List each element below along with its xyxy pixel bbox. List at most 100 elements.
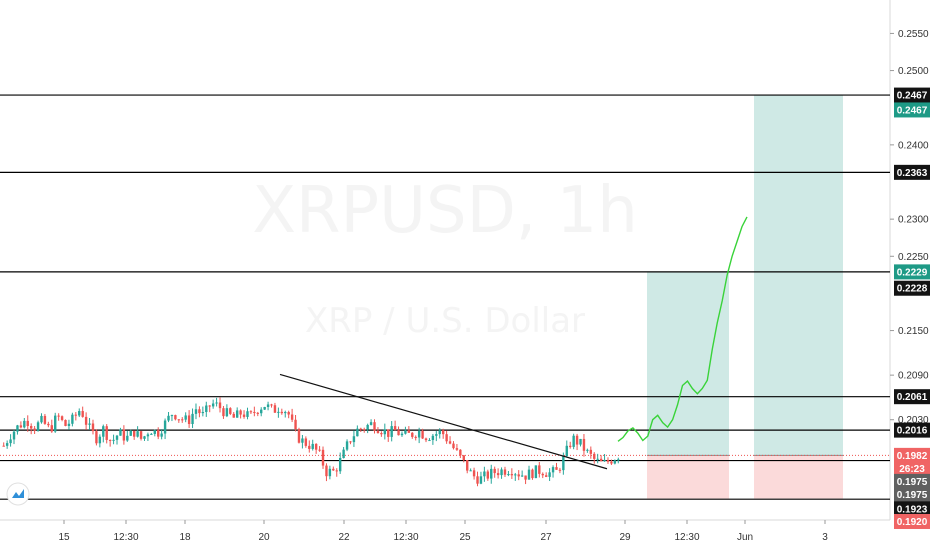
candle-body bbox=[57, 415, 60, 417]
time-tick-label: 18 bbox=[179, 532, 191, 543]
candle-body bbox=[503, 469, 507, 475]
candle-body bbox=[345, 441, 349, 450]
price-tick-label: 0.2500 bbox=[898, 66, 929, 77]
candle-body bbox=[136, 431, 139, 437]
candle-body bbox=[115, 435, 119, 440]
price-tag bbox=[894, 501, 930, 517]
logo-wave-icon bbox=[12, 489, 24, 498]
candle-body bbox=[301, 438, 304, 443]
candle-body bbox=[170, 415, 174, 417]
candle-body bbox=[143, 436, 146, 439]
candle-body bbox=[586, 449, 589, 451]
candle-body bbox=[88, 423, 91, 425]
candle-body bbox=[617, 459, 620, 461]
candle-body bbox=[26, 420, 29, 427]
candle-body bbox=[256, 412, 259, 414]
candle-body bbox=[311, 443, 314, 449]
candle-body bbox=[280, 411, 284, 414]
candle-body bbox=[215, 402, 218, 404]
candle-body bbox=[218, 402, 222, 409]
candle-body bbox=[74, 414, 78, 416]
price-tick-label: 0.2400 bbox=[898, 140, 929, 151]
candle-body bbox=[5, 443, 9, 446]
price-tick-label: 0.2250 bbox=[898, 252, 929, 263]
candle-body bbox=[294, 419, 297, 430]
candle-body bbox=[551, 467, 555, 473]
candle-body bbox=[356, 428, 359, 437]
target-zone[interactable] bbox=[647, 271, 729, 456]
candle-body bbox=[132, 430, 136, 437]
time-tick-label: 15 bbox=[58, 532, 70, 543]
candle-body bbox=[407, 430, 411, 433]
candle-body bbox=[242, 414, 246, 417]
price-tag bbox=[894, 389, 930, 405]
candle-body bbox=[119, 429, 122, 436]
target-zone[interactable] bbox=[754, 95, 843, 456]
price-tag-label: 0.2467 bbox=[897, 91, 928, 102]
trendline[interactable] bbox=[279, 373, 608, 470]
candle-body bbox=[541, 473, 544, 476]
candle-body bbox=[534, 465, 538, 479]
price-tag-label: 0.2228 bbox=[897, 284, 928, 295]
price-tag-label: 0.1975 bbox=[897, 477, 928, 488]
price-tag bbox=[894, 87, 930, 103]
price-tag bbox=[894, 473, 930, 489]
time-tick-label: 3 bbox=[822, 532, 828, 543]
price-tag bbox=[894, 487, 930, 503]
candle-body bbox=[321, 449, 325, 466]
candle-body bbox=[81, 411, 84, 417]
candle-body bbox=[290, 414, 294, 420]
candle-body bbox=[479, 476, 483, 484]
stop-zone[interactable] bbox=[754, 455, 843, 499]
time-tick-label: 12:30 bbox=[113, 532, 138, 543]
candle-body bbox=[126, 435, 129, 441]
price-tag bbox=[894, 280, 930, 296]
candle-body bbox=[146, 434, 150, 437]
time-tick-label: 12:30 bbox=[393, 532, 418, 543]
candle-body bbox=[177, 419, 181, 421]
candle-body bbox=[531, 469, 534, 479]
candle-body bbox=[393, 426, 397, 431]
candle-body bbox=[562, 456, 565, 471]
candle-body bbox=[486, 471, 490, 479]
price-tag bbox=[894, 513, 930, 529]
time-tick-label: 25 bbox=[459, 532, 471, 543]
candle-body bbox=[318, 449, 321, 451]
candle-body bbox=[517, 474, 520, 477]
candle-body bbox=[469, 470, 472, 472]
price-tag bbox=[894, 102, 930, 118]
price-tag-label: 0.1975 bbox=[897, 490, 928, 501]
candle-body bbox=[287, 412, 290, 415]
candle-body bbox=[208, 405, 211, 407]
candle-body bbox=[483, 471, 486, 477]
candle-body bbox=[390, 426, 393, 437]
price-tag-label: 26:23 bbox=[899, 464, 925, 475]
candle-body bbox=[496, 473, 500, 476]
stop-zone[interactable] bbox=[647, 455, 729, 499]
candle-body bbox=[36, 422, 40, 431]
price-tag bbox=[894, 264, 930, 280]
candle-body bbox=[167, 415, 170, 421]
candle-body bbox=[297, 429, 301, 443]
candle-body bbox=[387, 429, 390, 437]
candle-body bbox=[184, 415, 187, 420]
candle-body bbox=[160, 433, 163, 437]
candle-body bbox=[308, 445, 311, 449]
time-axis-panel[interactable] bbox=[0, 520, 890, 550]
candle-body bbox=[603, 459, 606, 462]
time-axis-ticks: 15 12:30 18 20 22 12:30 25 27 29 12:30 Jun 3 bbox=[58, 520, 828, 543]
candle-body bbox=[78, 411, 81, 416]
candle-body bbox=[520, 475, 524, 477]
candle-body bbox=[249, 411, 253, 413]
tradingview-logo[interactable] bbox=[6, 482, 30, 506]
time-tick-label: Jun bbox=[737, 532, 753, 543]
candle-body bbox=[373, 422, 376, 431]
time-tick-label: 12:30 bbox=[674, 532, 699, 543]
candle-body bbox=[338, 458, 342, 472]
projection-path[interactable] bbox=[617, 216, 748, 442]
candle-body bbox=[191, 413, 194, 425]
candle-body bbox=[95, 431, 98, 444]
candle-body bbox=[400, 433, 404, 436]
